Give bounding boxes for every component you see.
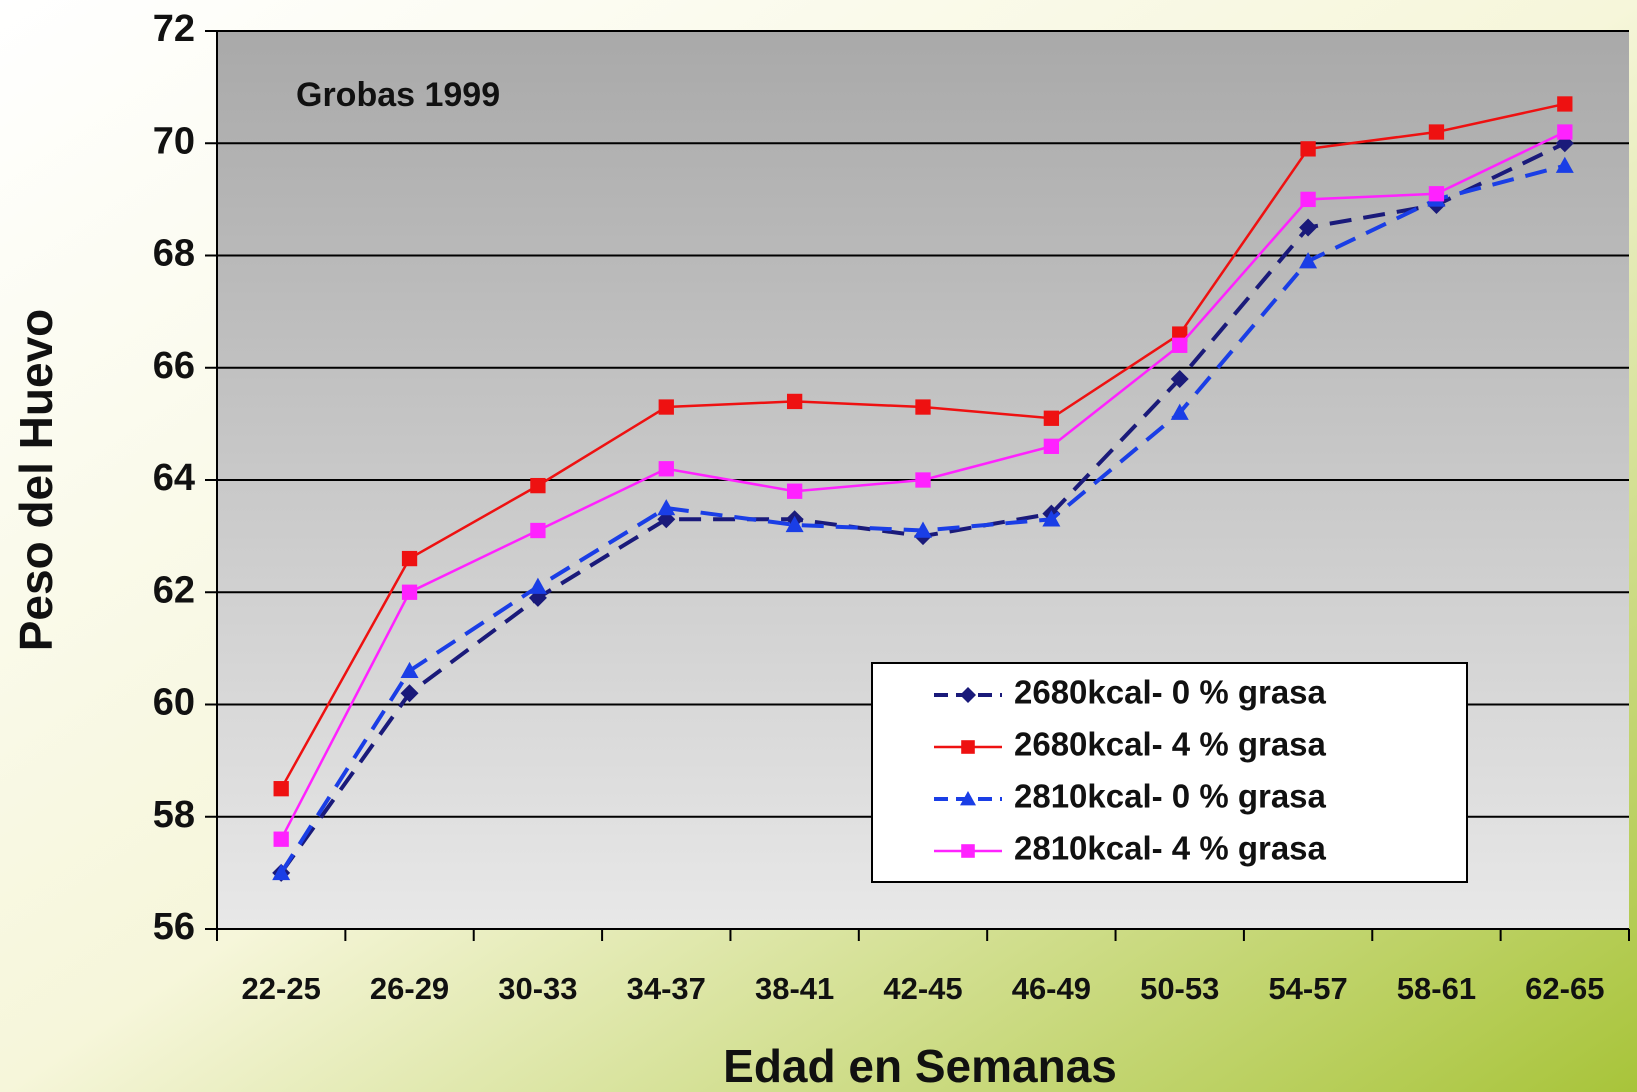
marker <box>530 477 546 494</box>
y-tick-label: 72 <box>153 8 195 50</box>
marker <box>1555 156 1574 173</box>
marker <box>915 472 931 488</box>
y-tick-label: 70 <box>153 120 195 162</box>
marker <box>1172 337 1188 353</box>
series <box>272 156 1574 881</box>
x-axis-title: Edad en Semanas <box>723 1040 1117 1092</box>
x-tick-label: 22-25 <box>242 971 321 1006</box>
marker <box>1043 410 1060 426</box>
marker <box>961 844 975 858</box>
x-tick-label: 34-37 <box>627 971 706 1006</box>
marker <box>530 522 546 539</box>
legend-label: 2680kcal- 4 % grasa <box>1014 726 1327 763</box>
x-tick-label: 50-53 <box>1140 971 1219 1006</box>
x-tick-label: 58-61 <box>1397 971 1476 1006</box>
marker <box>272 863 291 881</box>
marker <box>1042 510 1061 527</box>
x-tick-label: 54-57 <box>1268 971 1347 1006</box>
annotation: Grobas 1999 <box>296 76 500 114</box>
marker <box>658 461 674 477</box>
marker <box>960 791 976 806</box>
marker <box>528 577 547 594</box>
y-tick-label: 58 <box>153 794 195 836</box>
marker <box>1170 403 1189 420</box>
legend-label: 2810kcal- 0 % grasa <box>1014 778 1327 815</box>
marker <box>960 687 976 703</box>
marker <box>401 550 418 567</box>
marker <box>786 393 803 410</box>
x-tick-label: 42-45 <box>883 971 962 1006</box>
marker <box>1557 96 1573 112</box>
marker <box>1300 191 1316 208</box>
marker <box>1300 141 1316 157</box>
y-tick-label: 62 <box>153 569 195 611</box>
marker <box>914 521 932 538</box>
x-tick-label: 38-41 <box>755 971 834 1006</box>
marker <box>1428 186 1445 202</box>
marker <box>657 510 676 529</box>
marker <box>1428 124 1445 140</box>
marker <box>273 831 289 847</box>
y-axis-title: Peso del Huevo <box>10 309 62 652</box>
y-tick-label: 64 <box>153 457 195 499</box>
marker <box>915 399 931 415</box>
y-tick-label: 68 <box>153 233 195 275</box>
marker <box>658 399 674 415</box>
marker <box>1299 252 1318 269</box>
x-tick-label: 26-29 <box>370 971 449 1006</box>
marker <box>400 684 419 703</box>
y-tick-label: 60 <box>153 682 195 724</box>
marker <box>657 499 676 516</box>
marker <box>1170 369 1189 388</box>
legend-label: 2680kcal- 0 % grasa <box>1014 674 1327 711</box>
marker <box>785 515 804 533</box>
marker <box>1557 124 1573 140</box>
marker <box>786 483 803 499</box>
marker <box>1299 218 1318 237</box>
y-tick-label: 66 <box>153 345 195 387</box>
marker <box>1043 438 1060 454</box>
x-tick-label: 30-33 <box>498 971 577 1006</box>
x-tick-label: 46-49 <box>1012 971 1091 1006</box>
x-tick-label: 62-65 <box>1525 971 1604 1006</box>
marker <box>273 781 289 797</box>
legend: 2680kcal- 0 % grasa 2680kcal- 4 % grasa 28… <box>871 662 1468 883</box>
marker <box>400 661 419 679</box>
marker <box>961 740 975 754</box>
y-tick-label: 56 <box>153 906 195 948</box>
legend-label: 2810kcal- 4 % grasa <box>1014 830 1327 867</box>
marker <box>401 584 418 600</box>
series <box>273 124 1573 847</box>
